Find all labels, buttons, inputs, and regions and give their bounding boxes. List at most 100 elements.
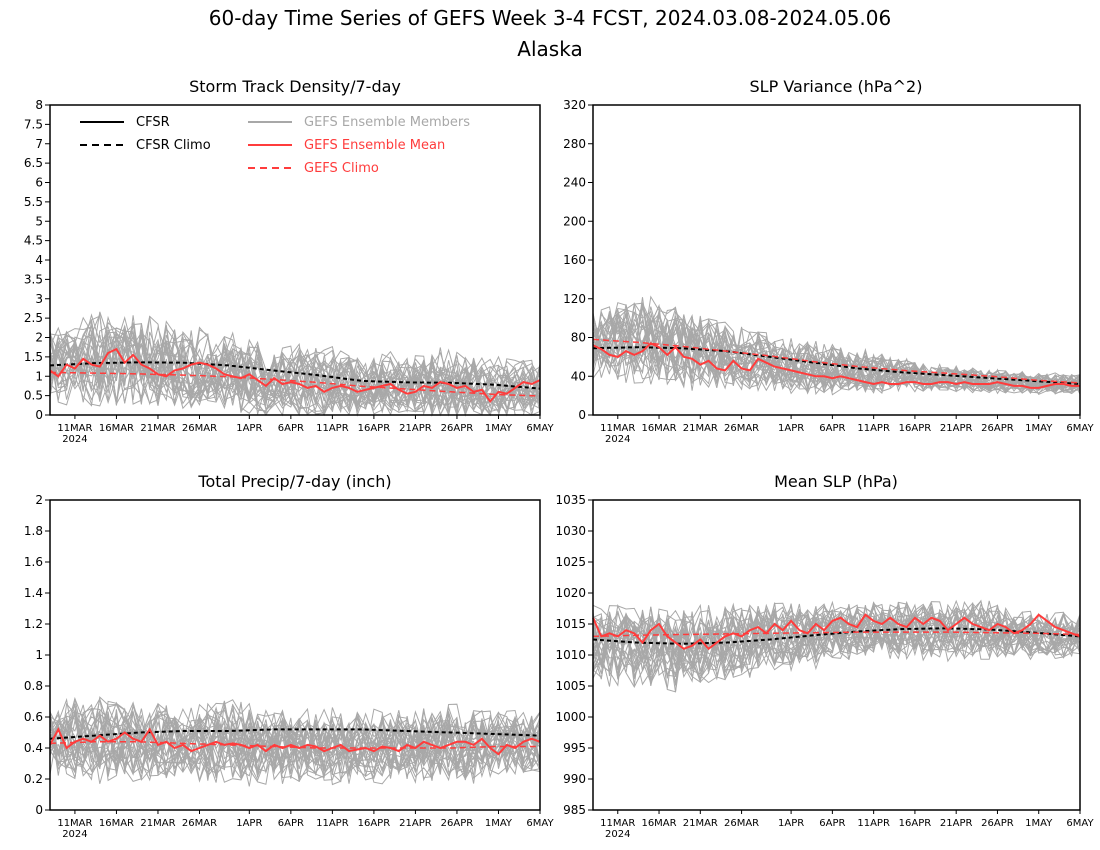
y-tick-label: 1.4: [24, 586, 43, 600]
x-tick-label: 11APR: [316, 423, 349, 434]
x-tick-label: 1MAY: [1025, 423, 1053, 434]
x-tick-label: 16MAR: [99, 423, 134, 434]
figure-subtitle: Alaska: [517, 37, 582, 61]
x-tick-label: 21MAR: [683, 423, 718, 434]
y-tick-label: 0: [578, 408, 586, 422]
ensemble-member-line: [49, 313, 541, 407]
x-tick-label: 11APR: [857, 818, 890, 829]
x-tick-label: 6MAY: [526, 423, 554, 434]
y-tick-label: 1015: [555, 617, 586, 631]
x-tick-label: 21MAR: [683, 818, 718, 829]
y-tick-label: 1.2: [24, 617, 43, 631]
y-tick-label: 2: [35, 331, 43, 345]
y-tick-label: 0.4: [24, 741, 43, 755]
x-tick-label: 26APR: [441, 818, 474, 829]
x-tick-label: 11MAR: [57, 818, 92, 829]
panel-title: Mean SLP (hPa): [774, 472, 898, 491]
panel-title: Total Precip/7-day (inch): [197, 472, 391, 491]
panel-title: Storm Track Density/7-day: [189, 77, 401, 96]
y-tick-label: 4.5: [24, 234, 43, 248]
x-tick-label: 16MAR: [641, 818, 676, 829]
x-tick-label: 6APR: [278, 818, 304, 829]
panel-storm-track-density: Storm Track Density/7-day 0 0.5 1 1.5 2 2.5 3 3.…: [24, 77, 555, 445]
y-tick-label: 0.5: [24, 389, 43, 403]
legend-mean: GEFS Ensemble Mean: [304, 138, 445, 153]
ensemble-member-line: [592, 611, 1081, 687]
legend-members: GEFS Ensemble Members: [304, 115, 470, 130]
y-tick-label: 1025: [555, 555, 586, 569]
x-tick-label: 6APR: [278, 423, 304, 434]
ensemble-member-line: [49, 697, 541, 772]
ensemble-member-line: [49, 709, 541, 779]
x-tick-label: 16APR: [899, 423, 932, 434]
x-year-label: 2024: [605, 434, 630, 445]
x-tick-label: 1MAY: [1025, 818, 1053, 829]
legend-cfsr: CFSR: [136, 115, 170, 130]
panel-title: SLP Variance (hPa^2): [750, 77, 923, 96]
ensemble-member-line: [49, 703, 541, 777]
y-tick-label: 240: [563, 176, 586, 190]
y-tick-label: 4: [35, 253, 43, 267]
x-tick-label: 11MAR: [57, 423, 92, 434]
ensemble-member-line: [49, 716, 541, 787]
x-tick-label: 1APR: [778, 423, 804, 434]
x-tick-label: 16MAR: [641, 423, 676, 434]
gefs-climo-line: [49, 371, 541, 397]
y-tick-label: 0.8: [24, 679, 43, 693]
x-tick-label: 1MAY: [485, 423, 513, 434]
y-tick-label: 40: [571, 369, 586, 383]
ensemble-member-line: [592, 599, 1081, 673]
y-tick-label: 0.6: [24, 710, 43, 724]
x-tick-label: 21APR: [940, 818, 973, 829]
ensemble-member-line: [49, 344, 541, 417]
y-tick-label: 280: [563, 137, 586, 151]
y-tick-label: 1.5: [24, 350, 43, 364]
x-tick-label: 6MAY: [1066, 423, 1094, 434]
gefs-mean-line: [49, 347, 541, 404]
ensemble-member-line: [49, 701, 541, 772]
gefs-mean-line: [49, 727, 541, 756]
ensemble-member-line: [49, 321, 541, 416]
y-tick-label: 985: [563, 803, 586, 817]
x-tick-label: 26MAR: [182, 423, 217, 434]
x-tick-label: 16APR: [358, 423, 391, 434]
gefs-climo-line: [592, 338, 1081, 384]
x-tick-label: 1APR: [778, 818, 804, 829]
y-tick-label: 0: [35, 408, 43, 422]
ensemble-member-line: [592, 314, 1081, 394]
y-tick-label: 995: [563, 741, 586, 755]
y-tick-label: 1030: [555, 524, 586, 538]
y-tick-label: 1: [35, 648, 43, 662]
ensemble-member-line: [49, 323, 541, 407]
gefs-mean-line: [592, 613, 1081, 651]
x-year-label: 2024: [605, 829, 630, 840]
x-tick-label: 1APR: [236, 818, 262, 829]
x-tick-label: 26MAR: [724, 423, 759, 434]
panel-slp-variance: SLP Variance (hPa^2) 0 40 80 120 160 200 240 280…: [563, 77, 1094, 445]
x-tick-label: 21MAR: [140, 423, 175, 434]
x-tick-label: 21MAR: [140, 818, 175, 829]
y-tick-label: 8: [35, 98, 43, 112]
x-tick-label: 26APR: [981, 423, 1014, 434]
ensemble-member-line: [49, 333, 541, 414]
legend-cfsr-climo: CFSR Climo: [136, 138, 211, 153]
panel-total-precip: Total Precip/7-day (inch)00.20.40.60.811…: [24, 472, 555, 840]
y-tick-label: 320: [563, 98, 586, 112]
y-tick-label: 1005: [555, 679, 586, 693]
ensemble-member-line: [592, 606, 1081, 686]
x-tick-label: 11MAR: [600, 818, 635, 829]
x-tick-label: 11MAR: [600, 423, 635, 434]
y-tick-label: 1.6: [24, 555, 43, 569]
y-tick-label: 6.5: [24, 156, 43, 170]
cfsr-climo-line: [49, 728, 541, 740]
y-tick-label: 5.5: [24, 195, 43, 209]
x-tick-label: 16MAR: [99, 818, 134, 829]
x-tick-label: 6APR: [819, 818, 845, 829]
figure-title: 60-day Time Series of GEFS Week 3-4 FCST…: [209, 6, 891, 30]
x-tick-label: 21APR: [399, 423, 432, 434]
x-tick-label: 21APR: [940, 423, 973, 434]
y-tick-label: 2: [35, 493, 43, 507]
y-tick-label: 7: [35, 137, 43, 151]
y-tick-label: 120: [563, 292, 586, 306]
